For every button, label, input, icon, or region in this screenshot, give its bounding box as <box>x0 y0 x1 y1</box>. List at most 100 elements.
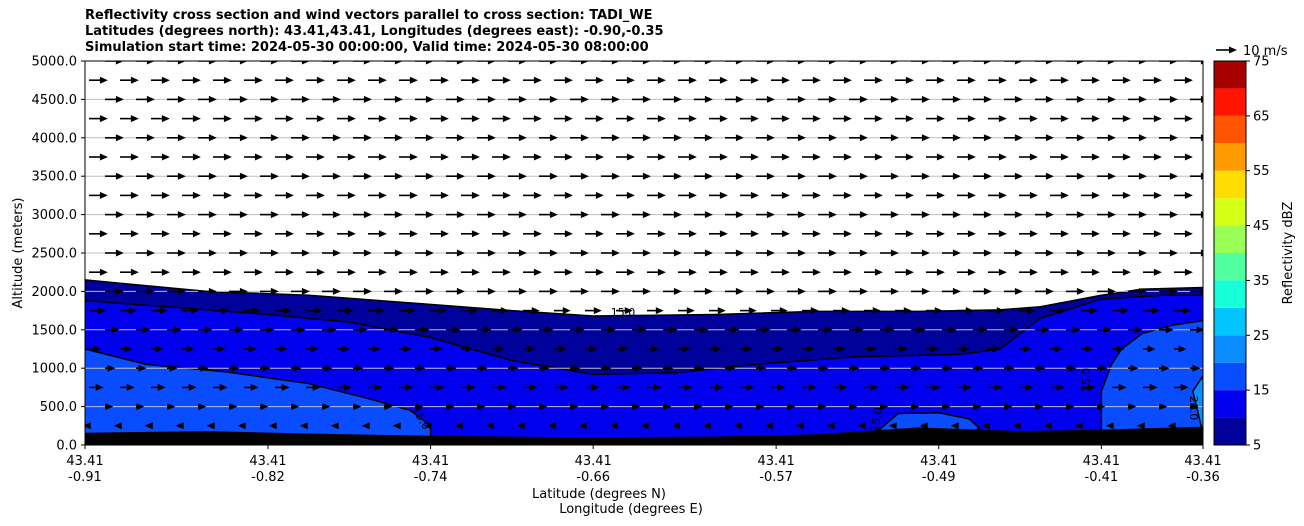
wind-arrowhead <box>457 288 465 295</box>
wind-arrowhead <box>302 173 310 180</box>
x-tick-label-lon: -0.41 <box>1085 470 1119 485</box>
wind-arrowhead <box>333 288 341 295</box>
x-tick-label-lon: -0.82 <box>251 470 285 485</box>
wind-arrowhead <box>1015 96 1023 103</box>
wind-arrowhead <box>984 173 992 180</box>
wind-arrowhead <box>689 154 697 161</box>
wind-arrowhead <box>116 211 124 218</box>
y-tick-label: 4000.0 <box>32 131 78 146</box>
wind-arrowhead <box>209 173 217 180</box>
wind-arrowhead <box>968 77 976 84</box>
wind-arrowhead <box>612 211 620 218</box>
colorbar-tick-label: 15 <box>1253 384 1270 399</box>
wind-arrowhead <box>1170 211 1178 218</box>
wind-arrowhead <box>162 115 170 122</box>
wind-arrowhead <box>875 77 883 84</box>
wind-arrowhead <box>348 115 356 122</box>
wind-arrowhead <box>286 192 294 199</box>
wind-arrowhead <box>891 173 899 180</box>
wind-arrowhead <box>1139 173 1147 180</box>
wind-arrowhead <box>720 192 728 199</box>
wind-arrowhead <box>656 307 664 314</box>
wind-arrowhead <box>891 211 899 218</box>
wind-arrowhead <box>1123 192 1131 199</box>
wind-arrowhead <box>844 269 852 276</box>
wind-arrowhead <box>937 192 945 199</box>
wind-arrowhead <box>519 211 527 218</box>
wind-arrowhead <box>1030 230 1038 237</box>
wind-arrowhead <box>581 96 589 103</box>
wind-arrowhead <box>348 269 356 276</box>
colorbar-swatch <box>1214 335 1246 362</box>
wind-arrowhead <box>209 250 217 257</box>
wind-arrowhead <box>1092 269 1100 276</box>
wind-arrowhead <box>736 96 744 103</box>
wind-arrowhead <box>627 192 635 199</box>
wind-arrowhead <box>674 288 682 295</box>
wind-arrowhead <box>922 250 930 257</box>
wind-arrowhead <box>178 250 186 257</box>
wind-arrowhead <box>1170 173 1178 180</box>
wind-arrowhead <box>829 173 837 180</box>
wind-arrowhead <box>116 96 124 103</box>
wind-arrowhead <box>1154 154 1162 161</box>
wind-arrowhead <box>984 211 992 218</box>
wind-arrowhead <box>674 96 682 103</box>
wind-arrowhead <box>441 192 449 199</box>
wind-arrowhead <box>441 269 449 276</box>
wind-arrowhead <box>565 192 573 199</box>
wind-arrowhead <box>813 192 821 199</box>
wind-arrowhead <box>240 134 248 141</box>
wind-arrowhead <box>767 173 775 180</box>
wind-arrowhead <box>829 96 837 103</box>
wind-arrowhead <box>953 134 961 141</box>
wind-arrowhead <box>534 77 542 84</box>
wind-arrowhead <box>643 96 651 103</box>
wind-arrowhead <box>519 134 527 141</box>
wind-arrowhead <box>395 134 403 141</box>
wind-arrowhead <box>563 307 571 314</box>
wind-arrowhead <box>147 250 155 257</box>
y-tick-label: 1500.0 <box>32 323 78 338</box>
wind-arrowhead <box>255 154 263 161</box>
wind-arrowhead <box>736 211 744 218</box>
wind-arrowhead <box>333 250 341 257</box>
wind-arrowhead <box>612 134 620 141</box>
wind-arrowhead <box>782 269 790 276</box>
wind-arrowhead <box>116 173 124 180</box>
wind-arrowhead <box>503 154 511 161</box>
wind-arrowhead <box>891 288 899 295</box>
wind-arrowhead <box>720 269 728 276</box>
wind-arrowhead <box>751 154 759 161</box>
wind-arrowhead <box>503 230 511 237</box>
wind-arrowhead <box>767 96 775 103</box>
wind-arrowhead <box>658 77 666 84</box>
colorbar-tick-label: 25 <box>1253 329 1270 344</box>
wind-arrowhead <box>1123 230 1131 237</box>
wind-arrowhead <box>767 211 775 218</box>
wind-arrowhead <box>472 230 480 237</box>
wind-arrowhead <box>1077 96 1085 103</box>
wind-arrowhead <box>224 154 232 161</box>
wind-arrowhead <box>984 288 992 295</box>
x-tick-label-lon: -0.57 <box>759 470 793 485</box>
wind-arrowhead <box>348 192 356 199</box>
wind-arrowhead <box>1092 154 1100 161</box>
wind-arrowhead <box>751 77 759 84</box>
wind-arrowhead <box>1201 288 1209 295</box>
wind-arrowhead <box>147 96 155 103</box>
wind-arrowhead <box>302 211 310 218</box>
x-tick-label-lon: -0.74 <box>414 470 448 485</box>
wind-arrowhead <box>317 154 325 161</box>
wind-arrowhead <box>1030 192 1038 199</box>
wind-arrowhead <box>705 211 713 218</box>
colorbar-swatch <box>1214 116 1246 143</box>
wind-arrowhead <box>1123 115 1131 122</box>
colorbar-swatch <box>1214 363 1246 390</box>
wind-arrowhead <box>705 250 713 257</box>
wind-arrowhead <box>782 192 790 199</box>
wind-arrowhead <box>1139 250 1147 257</box>
wind-arrowhead <box>1046 134 1054 141</box>
wind-arrowhead <box>720 230 728 237</box>
y-tick-label: 2000.0 <box>32 285 78 300</box>
